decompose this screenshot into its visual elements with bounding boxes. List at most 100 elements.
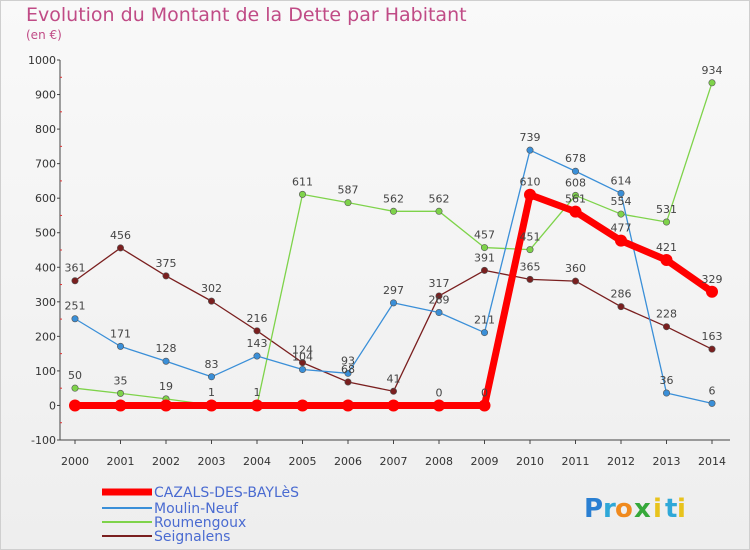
data-label: 297 [383,284,404,297]
x-tick-label: 2006 [334,455,362,468]
data-point [615,234,627,247]
data-label: 211 [474,314,495,327]
data-point [298,190,306,198]
data-point [480,329,488,337]
data-point [660,254,673,267]
data-point [708,79,716,87]
data-point [117,342,125,350]
data-point [296,399,309,412]
data-label: 251 [65,300,86,313]
y-tick-label: 100 [35,365,56,378]
data-label: 1 [208,386,215,399]
y-tick-label: 0 [49,399,56,412]
data-point [571,277,579,285]
data-label: 163 [702,330,723,343]
x-tick-label: 2011 [562,455,590,468]
data-point [526,246,534,254]
data-label: 678 [565,152,586,165]
y-tick-label: 200 [35,330,56,343]
data-label: 391 [474,251,495,264]
data-label: 610 [520,176,541,189]
data-point [117,389,125,397]
data-point [389,387,397,395]
data-label: 562 [429,192,450,205]
y-tick-label: 500 [35,227,56,240]
data-point [69,399,81,412]
series-line-1 [74,149,713,405]
data-point [708,345,716,353]
data-point [160,399,172,412]
data-point [253,352,261,360]
data-label: 228 [656,308,677,321]
data-label: 934 [702,64,723,77]
data-label: 93 [341,354,355,367]
data-label: 611 [292,175,313,188]
data-point [208,373,216,381]
x-tick-label: 2010 [516,455,544,468]
data-label: 6 [709,384,716,397]
data-label: 41 [387,372,401,385]
y-tick-label: 700 [35,158,56,171]
logo-letter: o [615,494,633,524]
x-tick-label: 2013 [653,455,681,468]
data-label: 286 [611,288,632,301]
data-point [344,378,352,386]
data-label: 36 [660,374,674,387]
data-point [162,272,170,280]
data-label: 614 [611,174,632,187]
chart-title: Evolution du Montant de la Dette par Hab… [26,4,467,26]
data-label: 0 [436,386,443,399]
data-point [617,303,625,311]
data-point [524,188,536,201]
x-tick-label: 2004 [243,455,271,468]
data-point [617,210,625,218]
x-tick-label: 2001 [107,455,135,468]
data-point [71,315,79,323]
logo-letter: x [634,494,651,524]
logo-letter: i [653,494,662,524]
data-label: 68 [341,363,355,376]
data-point [480,266,488,274]
data-label: 421 [656,241,677,254]
data-point [435,292,443,300]
x-tick-label: 2014 [698,455,726,468]
data-label: 456 [110,229,131,242]
data-label: 171 [110,327,131,340]
data-label: 451 [520,231,541,244]
y-tick-label: 300 [35,296,56,309]
data-point [208,297,216,305]
data-point [478,399,491,412]
data-label: 216 [247,312,268,325]
legend-label: Moulin-Neuf [154,501,239,517]
logo-letter: P [584,494,603,524]
data-label: 561 [565,193,586,206]
data-label: 360 [565,262,586,275]
logo-letter: t [665,494,677,524]
data-point [117,244,125,252]
data-point [662,218,670,226]
data-point [435,207,443,215]
data-point [251,399,263,412]
data-label: 50 [68,369,82,382]
data-label: 477 [611,222,632,235]
data-label: 608 [565,176,586,189]
data-label: 375 [156,257,177,270]
data-label: 1 [254,386,261,399]
logo-letter: i [677,494,686,524]
data-point [298,359,306,367]
x-tick-label: 2012 [607,455,635,468]
data-point [662,389,670,397]
data-point [344,199,352,207]
data-point [571,167,579,175]
data-label: 0 [481,386,488,399]
data-point [389,207,397,215]
data-label: 329 [702,273,723,286]
data-point [526,146,534,154]
y-tick-label: 400 [35,261,56,274]
chart-subtitle: (en €) [26,28,62,42]
data-label: 531 [656,203,677,216]
data-label: 128 [156,342,177,355]
y-tick-label: 800 [35,123,56,136]
